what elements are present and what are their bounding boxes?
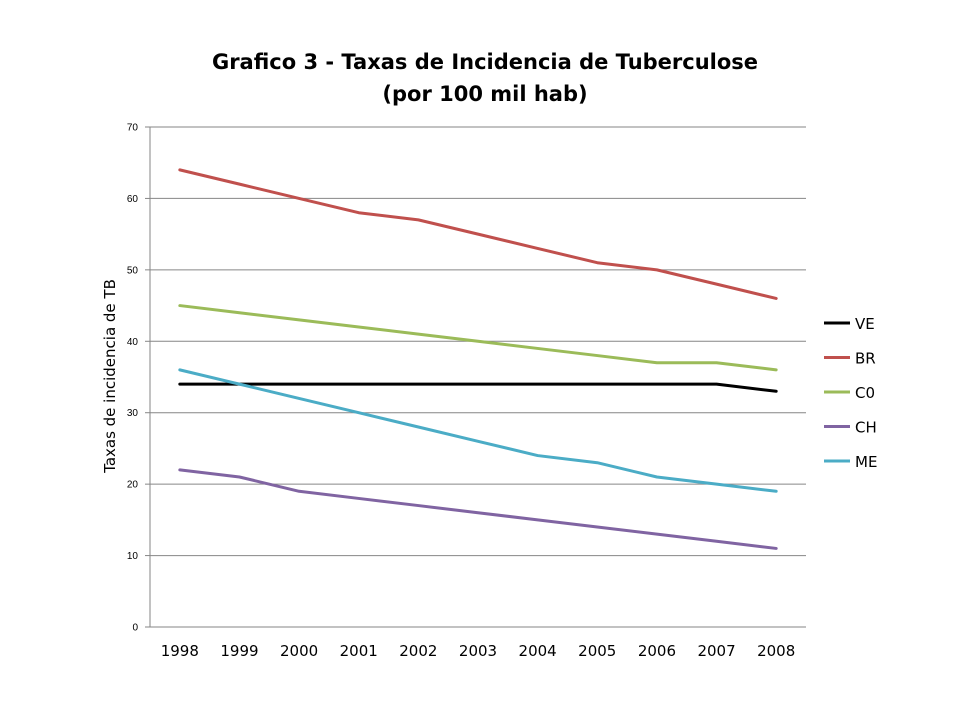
legend-label-me: ME <box>855 453 877 471</box>
legend-label-c0: C0 <box>855 384 875 402</box>
gridlines <box>150 126 806 557</box>
chart-title: Grafico 3 - Taxas de Incidencia de Tuber… <box>211 50 759 74</box>
chart-subtitle: (por 100 mil hab) <box>382 82 588 106</box>
x-tick-label: 2003 <box>459 642 497 660</box>
y-tick-label: 70 <box>127 123 139 134</box>
x-tick-label: 2007 <box>697 642 735 660</box>
x-axis-ticks: 1998 1999 2000 2001 2002 2003 2004 2005 2006 2007… <box>161 642 796 660</box>
x-tick-label: 2006 <box>638 642 676 660</box>
legend: VE BR C0 CH ME <box>824 315 877 471</box>
series-line-br <box>178 168 778 300</box>
legend-label-ve: VE <box>855 315 875 333</box>
axes <box>149 127 806 628</box>
series-line-ve <box>178 382 778 393</box>
y-tick-label: 40 <box>127 337 139 348</box>
series-line-c0 <box>178 304 778 372</box>
y-tick-label: 60 <box>127 194 139 205</box>
series-lines <box>178 168 778 550</box>
x-tick-label: 1999 <box>220 642 258 660</box>
y-tick-label: 0 <box>132 623 138 634</box>
y-tick-label: 10 <box>127 551 139 562</box>
y-axis-ticks: 0 10 20 30 40 50 60 70 <box>127 123 150 634</box>
y-tick-label: 30 <box>127 408 139 419</box>
x-tick-label: 2004 <box>519 642 557 660</box>
legend-label-br: BR <box>855 350 876 368</box>
x-tick-label: 2005 <box>578 642 616 660</box>
x-tick-label: 2000 <box>280 642 318 660</box>
series-line-me <box>178 368 778 493</box>
y-tick-label: 20 <box>127 480 139 491</box>
legend-label-ch: CH <box>855 419 877 437</box>
chart-title-block: Grafico 3 - Taxas de Incidencia de Tuber… <box>150 46 820 110</box>
x-tick-label: 2001 <box>340 642 378 660</box>
x-tick-label: 2002 <box>399 642 437 660</box>
y-tick-label: 50 <box>127 265 139 276</box>
y-axis-label: Taxas de incidencia de TB <box>101 279 119 474</box>
x-tick-label: 1998 <box>161 642 199 660</box>
series-line-ch <box>178 468 778 550</box>
x-tick-label: 2008 <box>757 642 795 660</box>
